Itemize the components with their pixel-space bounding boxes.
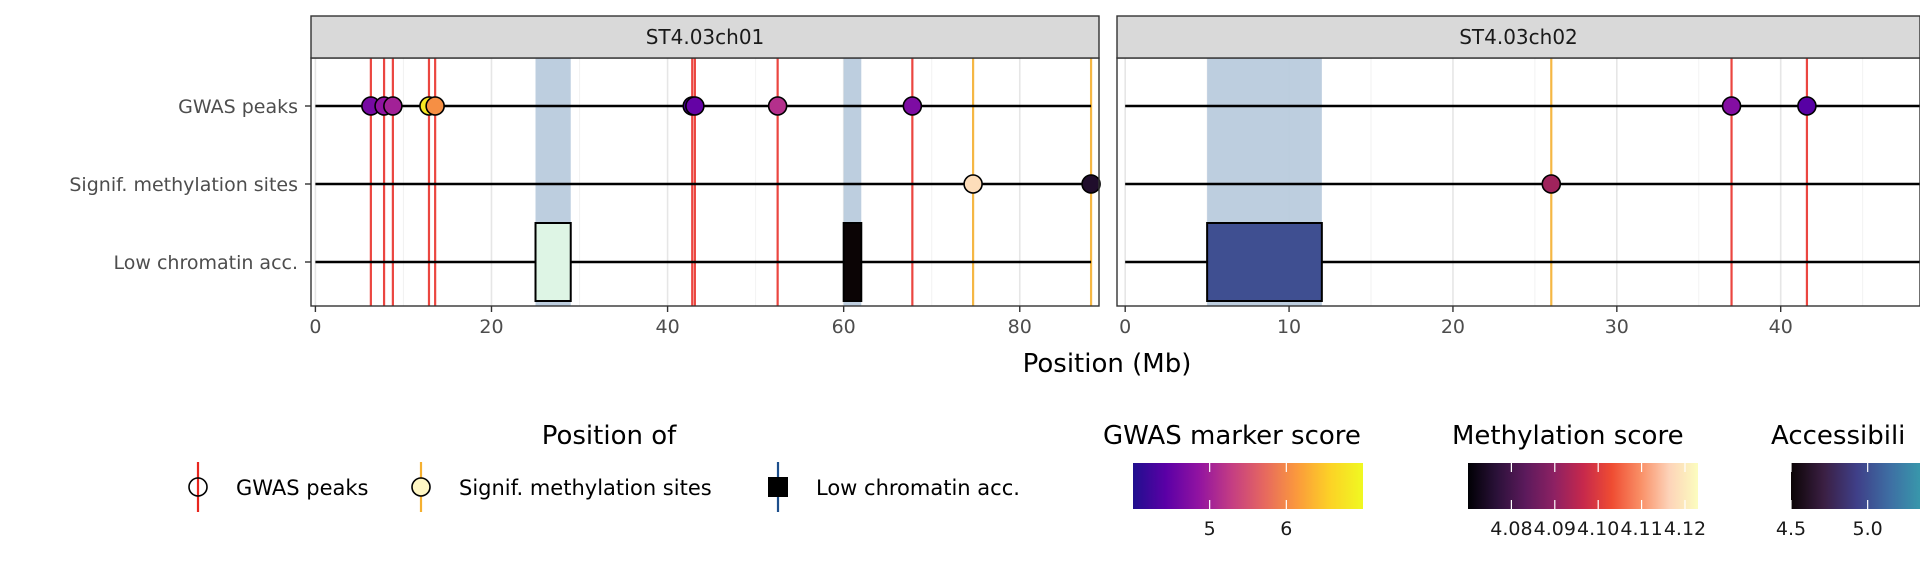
x-tick-label: 40 — [1769, 316, 1793, 338]
y-tick-label: Low chromatin acc. — [114, 252, 299, 274]
colorbar-tick-label: 4.5 — [1776, 518, 1806, 540]
y-tick-label: GWAS peaks — [178, 96, 298, 118]
colorbar-title: Methylation score — [1452, 421, 1684, 451]
legend-key-square — [768, 477, 788, 497]
x-tick-label: 10 — [1277, 316, 1301, 338]
colorbar-tick-label: 4.08 — [1490, 518, 1532, 540]
legend-entry-label: Signif. methylation sites — [459, 476, 712, 500]
legend-key-circle — [188, 477, 208, 497]
colorbar-tick-label: 5 — [1204, 518, 1216, 540]
panels: ST4.03ch01 0 20 40 60 80 ST4.03ch02 0 10 20 30 40 GW… — [69, 15, 1920, 338]
colorbar-bar — [1791, 463, 1920, 509]
legend-item-1: GWAS peaks — [188, 462, 368, 512]
panel-2: ST4.03ch02 0 10 20 30 40 — [1116, 15, 1920, 338]
facet-strip-label: ST4.03ch02 — [1459, 25, 1578, 49]
x-tick-label: 0 — [1119, 316, 1131, 338]
panel-1: ST4.03ch01 0 20 40 60 80 — [309, 15, 1101, 338]
legend: Position of GWAS peaks Signif. methylation… — [188, 421, 1020, 512]
x-tick-label: 60 — [832, 316, 856, 338]
methylation-point — [1541, 174, 1562, 194]
gwas-point — [425, 96, 445, 116]
gwas-point — [685, 96, 705, 116]
colorbar-tick-label: 6 — [1280, 518, 1292, 540]
colorbar-2: Methylation score 4.08 4.09 4.10 4.11 4.12 — [1452, 421, 1706, 540]
y-tick-label: Signif. methylation sites — [69, 174, 298, 196]
legend-entry-label: Low chromatin acc. — [816, 476, 1020, 500]
colorbar-bar — [1133, 463, 1363, 509]
legend-entry-label: GWAS peaks — [236, 476, 368, 500]
facet-strip — [1116, 15, 1920, 59]
x-tick-label: 20 — [479, 316, 503, 338]
colorbar-title: GWAS marker score — [1103, 421, 1361, 451]
gwas-point — [902, 96, 923, 116]
colorbar-title: Accessibili — [1771, 421, 1905, 451]
colorbar-bar — [1468, 463, 1698, 509]
x-tick-label: 80 — [1008, 316, 1032, 338]
gwas-point — [767, 96, 788, 116]
methylation-point — [963, 174, 983, 194]
chromatin-box — [534, 222, 572, 302]
x-tick-label: 40 — [655, 316, 679, 338]
x-tick-label: 0 — [309, 316, 321, 338]
facet-strip — [310, 15, 1100, 59]
x-tick-label: 30 — [1605, 316, 1629, 338]
x-tick-label: 20 — [1441, 316, 1465, 338]
gwas-point — [1797, 96, 1817, 116]
colorbar-tick-label: 5.0 — [1853, 518, 1883, 540]
colorbar-tick-label: 4.11 — [1620, 518, 1662, 540]
legend-title: Position of — [542, 421, 677, 451]
legend-item-2: Signif. methylation sites — [411, 462, 712, 512]
facet-strip-label: ST4.03ch01 — [646, 25, 765, 49]
y-axis: GWAS peaks Signif. methylation sites Low c… — [69, 96, 311, 274]
legend-item-3: Low chromatin acc. — [768, 462, 1020, 512]
colorbar-tick-label: 4.10 — [1577, 518, 1619, 540]
colorbar-tick-label: 4.09 — [1534, 518, 1576, 540]
chromatin-box — [842, 222, 863, 302]
colorbars: GWAS marker score 5 6 Methylation score 4.08… — [1103, 421, 1920, 540]
colorbar-1: GWAS marker score 5 6 — [1103, 421, 1363, 540]
legend-key-circle — [411, 477, 431, 497]
methylation-point — [1081, 174, 1101, 194]
gwas-point — [383, 96, 403, 116]
colorbar-tick-label: 4.12 — [1664, 518, 1706, 540]
gwas-point — [1721, 96, 1742, 116]
x-axis-title: Position (Mb) — [1023, 349, 1192, 379]
chromatin-box — [1206, 222, 1323, 302]
